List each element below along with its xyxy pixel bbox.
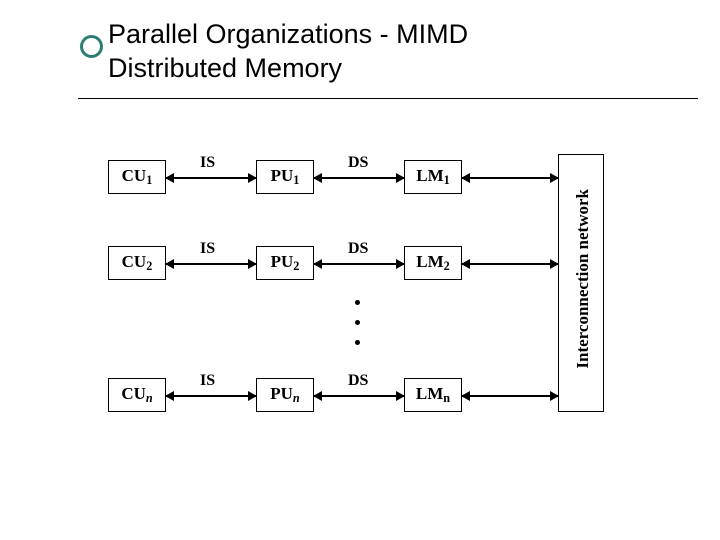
ds-label: DS	[348, 372, 368, 390]
control-unit-box: CUn	[108, 378, 166, 412]
ds-label: DS	[348, 154, 368, 172]
title-bullet-icon	[80, 35, 103, 58]
processing-unit-box: PUn	[256, 378, 314, 412]
arrow-lm-net	[462, 177, 558, 179]
arrow-lm-net	[462, 395, 558, 397]
local-memory-box: LM2	[404, 246, 462, 280]
arrow-cu-pu	[166, 263, 256, 265]
is-label: IS	[200, 240, 215, 258]
ellipsis-dot	[355, 340, 360, 345]
arrow-pu-lm	[314, 395, 404, 397]
is-label: IS	[200, 372, 215, 390]
title-line-2: Distributed Memory	[108, 52, 468, 86]
title-line-1: Parallel Organizations - MIMD	[108, 18, 468, 52]
ellipsis-dot	[355, 300, 360, 305]
processing-unit-box: PU2	[256, 246, 314, 280]
arrow-lm-net	[462, 263, 558, 265]
interconnection-network-label: Interconnection network	[573, 189, 593, 369]
arrow-cu-pu	[166, 395, 256, 397]
arrow-cu-pu	[166, 177, 256, 179]
is-label: IS	[200, 154, 215, 172]
local-memory-box: LMn	[404, 378, 462, 412]
processing-unit-box: PU1	[256, 160, 314, 194]
interconnection-network-box: Interconnection network	[558, 154, 604, 412]
local-memory-box: LM1	[404, 160, 462, 194]
title-underline	[78, 98, 698, 99]
slide-title: Parallel Organizations - MIMD Distribute…	[108, 18, 468, 86]
control-unit-box: CU2	[108, 246, 166, 280]
control-unit-box: CU1	[108, 160, 166, 194]
mimd-diagram: CU1 IS PU1 DS LM1 CU2 IS PU2 DS LM2 CUn …	[78, 140, 642, 440]
ellipsis-dot	[355, 320, 360, 325]
ds-label: DS	[348, 240, 368, 258]
arrow-pu-lm	[314, 263, 404, 265]
arrow-pu-lm	[314, 177, 404, 179]
